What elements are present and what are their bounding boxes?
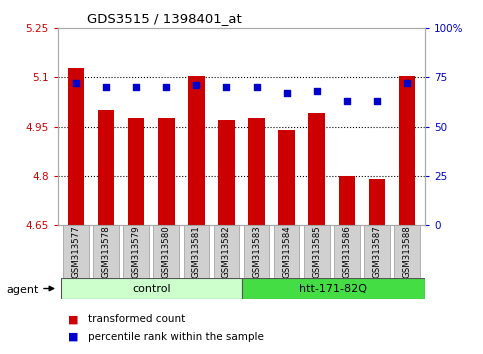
FancyBboxPatch shape	[274, 225, 299, 278]
Text: GSM313587: GSM313587	[372, 225, 382, 278]
Bar	[218, 120, 235, 225]
Point	[283, 90, 290, 96]
Bar	[369, 179, 385, 225]
FancyBboxPatch shape	[154, 225, 179, 278]
Bar	[278, 130, 295, 225]
FancyBboxPatch shape	[93, 225, 119, 278]
Text: GSM313578: GSM313578	[101, 225, 111, 278]
Text: GDS3515 / 1398401_at: GDS3515 / 1398401_at	[87, 12, 242, 25]
Point	[132, 84, 140, 90]
Point	[313, 88, 321, 94]
Point	[102, 84, 110, 90]
Text: GSM313577: GSM313577	[71, 225, 81, 278]
Point	[343, 98, 351, 104]
FancyBboxPatch shape	[63, 225, 89, 278]
Text: transformed count: transformed count	[88, 314, 185, 324]
Text: agent: agent	[6, 285, 39, 295]
Text: GSM313585: GSM313585	[312, 225, 321, 278]
FancyBboxPatch shape	[242, 278, 425, 299]
Text: GSM313580: GSM313580	[162, 225, 171, 278]
Bar	[128, 118, 144, 225]
FancyBboxPatch shape	[304, 225, 329, 278]
Bar	[398, 76, 415, 225]
FancyBboxPatch shape	[123, 225, 149, 278]
FancyBboxPatch shape	[61, 278, 242, 299]
Text: GSM313581: GSM313581	[192, 225, 201, 278]
FancyBboxPatch shape	[244, 225, 270, 278]
Point	[403, 80, 411, 86]
Text: GSM313582: GSM313582	[222, 225, 231, 278]
Text: htt-171-82Q: htt-171-82Q	[299, 284, 367, 293]
Bar	[98, 110, 114, 225]
Bar	[188, 76, 205, 225]
FancyBboxPatch shape	[364, 225, 390, 278]
Point	[162, 84, 170, 90]
Text: GSM313586: GSM313586	[342, 225, 351, 278]
Point	[72, 80, 80, 86]
Point	[193, 82, 200, 88]
Bar	[68, 68, 85, 225]
Text: control: control	[132, 284, 170, 293]
Text: GSM313588: GSM313588	[402, 225, 412, 278]
Point	[253, 84, 260, 90]
Bar	[248, 118, 265, 225]
Text: GSM313579: GSM313579	[132, 225, 141, 278]
FancyBboxPatch shape	[334, 225, 360, 278]
FancyBboxPatch shape	[394, 225, 420, 278]
FancyBboxPatch shape	[213, 225, 239, 278]
FancyBboxPatch shape	[184, 225, 209, 278]
Text: GSM313584: GSM313584	[282, 225, 291, 278]
Point	[223, 84, 230, 90]
Text: percentile rank within the sample: percentile rank within the sample	[88, 332, 264, 342]
Text: ■: ■	[68, 332, 78, 342]
Bar	[339, 176, 355, 225]
Point	[373, 98, 381, 104]
Bar	[158, 118, 174, 225]
Text: GSM313583: GSM313583	[252, 225, 261, 278]
Bar	[309, 114, 325, 225]
Text: ■: ■	[68, 314, 78, 324]
